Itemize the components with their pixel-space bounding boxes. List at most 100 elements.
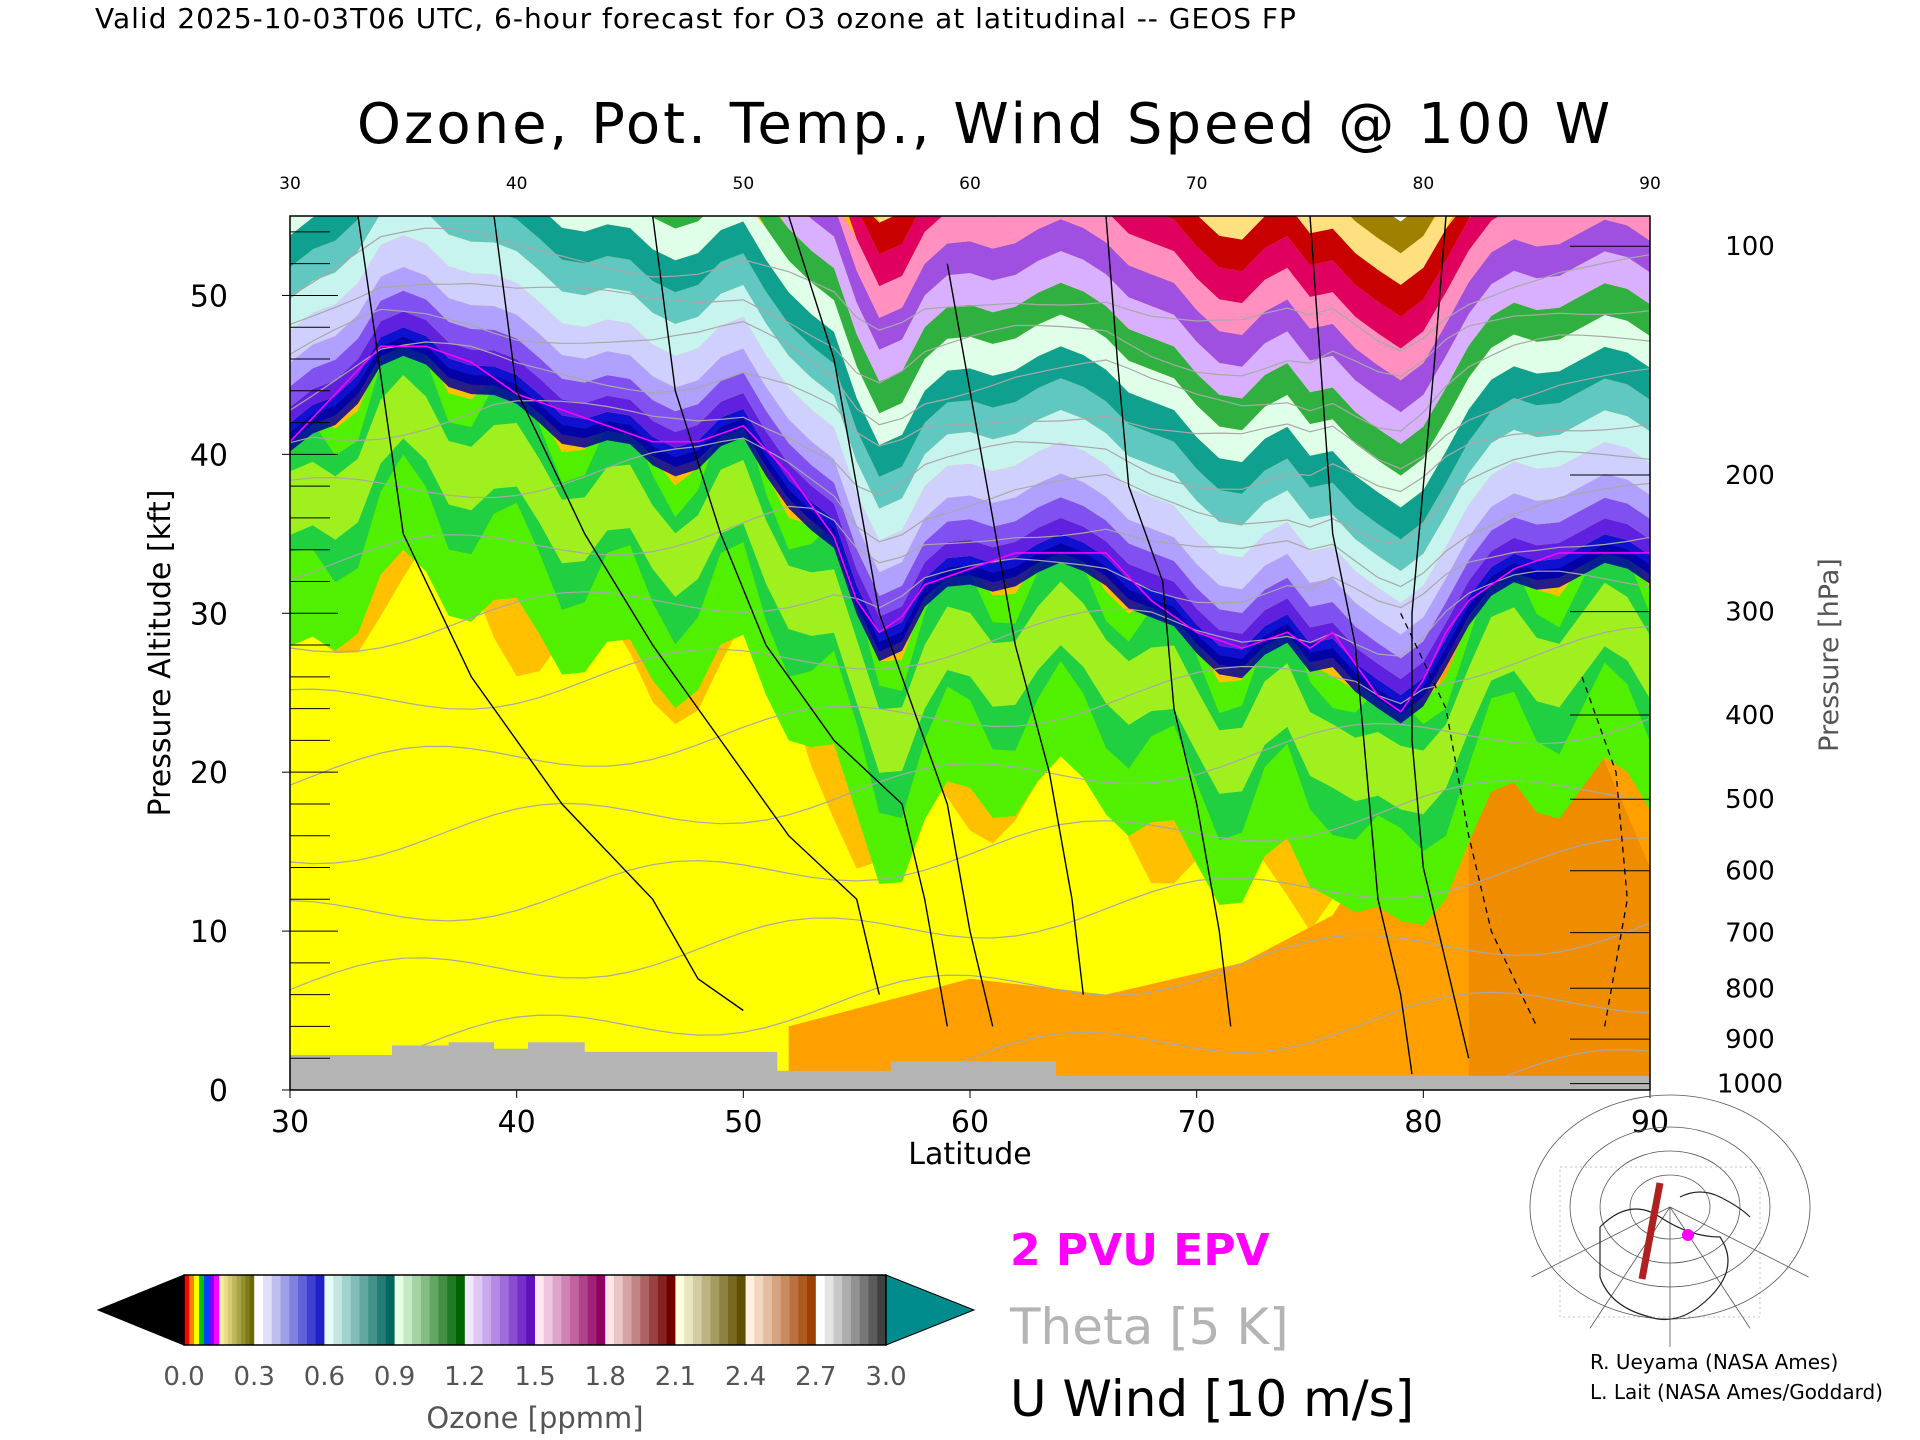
uwind-contour [493,216,880,995]
colorbar-cell [535,1275,545,1345]
ozone-band-strat-9 [651,216,1650,476]
colorbar-cell [298,1275,308,1345]
ozone-band-strat-5 [290,216,1650,603]
pressure-tick-label: 200 [1725,461,1775,491]
colorbar-cell [491,1275,501,1345]
theta-contour [290,718,1650,865]
colorbar-cell [701,1275,711,1345]
colorbar-cell [385,1275,396,1345]
ozone-band-strat-3 [290,266,1650,659]
y-axis-label: Pressure Altitude [kft] [143,490,178,817]
uwind-contour [788,216,994,1027]
legend-theta: Theta [5 K] [1010,1298,1289,1356]
legend-uwind: U Wind [10 m/s] [1010,1370,1415,1428]
colorbar-cell [771,1275,782,1345]
pressure-axis-label: Pressure [hPa] [1814,558,1845,752]
colorbar-rainbow-cell [209,1275,215,1345]
colorbar-cell [227,1275,233,1345]
colorbar-cell [368,1275,378,1345]
colorbar-tick-label: 2.7 [795,1362,836,1392]
colorbar-cell [657,1275,668,1345]
colorbar-cell [315,1275,325,1345]
x-top-tick-label: 70 [1186,174,1208,194]
colorbar-cell [824,1275,834,1345]
x-tick-label: 30 [271,1105,309,1140]
colorbar-tick-label: 1.8 [585,1362,626,1392]
colorbar-cell [877,1275,887,1345]
ozone-band-strat-0 [290,327,1650,714]
colorbar-cell [245,1275,251,1345]
colorbar-cell [236,1275,242,1345]
colorbar-rainbow-cell [199,1275,205,1345]
colorbar-tick-label: 2.1 [655,1362,696,1392]
x-top-tick-label: 90 [1639,174,1661,194]
colorbar-cell [232,1275,238,1345]
colorbar-cell [745,1275,755,1345]
pressure-tick-label: 100 [1725,232,1775,262]
colorbar-cell [306,1275,317,1345]
theta-contour [290,922,1650,1076]
x-top-tick-label: 50 [733,174,755,194]
theta-contour [290,437,1650,545]
uwind-contour [652,216,948,1027]
colorbar-cell [341,1275,352,1345]
uwind-contour [1309,216,1413,1075]
colorbar-cell [526,1275,536,1345]
colorbar-rainbow-cell [189,1275,195,1345]
x-tick-label: 90 [1631,1105,1669,1140]
ozone-band-strat-13 [848,216,1500,349]
credit-line-2: L. Lait (NASA Ames/Goddard) [1590,1380,1883,1404]
colorbar-tick-label: 3.0 [865,1362,906,1392]
colorbar-cell [833,1275,843,1345]
theta-contour [290,227,1650,352]
colorbar-cell [403,1275,413,1345]
colorbar-tick-label: 1.2 [444,1362,485,1392]
colorbar-cell [219,1275,224,1345]
colorbar-cell [429,1275,439,1345]
colorbar-frame [183,1274,887,1346]
uwind-contour [946,263,1084,995]
colorbar-cell [499,1275,510,1345]
surface-terrain [290,1042,1650,1090]
pressure-tick-label: 800 [1725,974,1775,1004]
colorbar-cell [412,1275,422,1345]
credit-line-1: R. Ueyama (NASA Ames) [1590,1350,1839,1374]
colorbar-cell [508,1275,518,1345]
colorbar-cell [561,1275,571,1345]
colorbar-tick-label: 0.6 [304,1362,345,1392]
colorbar-cell [438,1275,448,1345]
x-top-tick-label: 40 [506,174,528,194]
colorbar-cell [517,1275,527,1345]
colorbar-cell [464,1275,475,1345]
colorbar-cell [350,1275,360,1345]
ozone-band-strat-17 [1392,216,1408,222]
colorbar-cell [271,1275,282,1345]
colorbar-cell [333,1275,343,1345]
colorbar-cell [456,1275,466,1345]
colorbar-cell [359,1275,369,1345]
inset-map [1529,1094,1811,1347]
ozone-band-strat-15 [876,216,1453,285]
uwind-contour-negative [1400,613,1538,1027]
header-text: Valid 2025-10-03T06 UTC, 6-hour forecast… [95,2,1297,35]
theta-contour [290,482,1650,588]
colorbar-cell [789,1275,799,1345]
chart-title: Ozone, Pot. Temp., Wind Speed @ 100 W [356,92,1614,157]
colorbar-cell [692,1275,703,1345]
ozone-band-strat-16 [1350,216,1435,254]
ozone-band-strat-12 [837,216,1650,381]
colorbar-cell [666,1275,676,1345]
colorbar-cell [859,1275,869,1345]
inset-meridian [1531,1206,1671,1278]
colorbar-rainbow-cell [214,1275,220,1345]
ozone-band-strat-1 [290,311,1650,695]
colorbar-cell [780,1275,790,1345]
theta-contour [290,837,1650,991]
x-tick-label: 70 [1178,1105,1216,1140]
ozone-band-strat-8 [290,216,1650,508]
uwind-contour [357,216,744,1012]
colorbar-cell [377,1275,387,1345]
x-tick-label: 80 [1404,1105,1442,1140]
colorbar-cell [684,1275,694,1345]
